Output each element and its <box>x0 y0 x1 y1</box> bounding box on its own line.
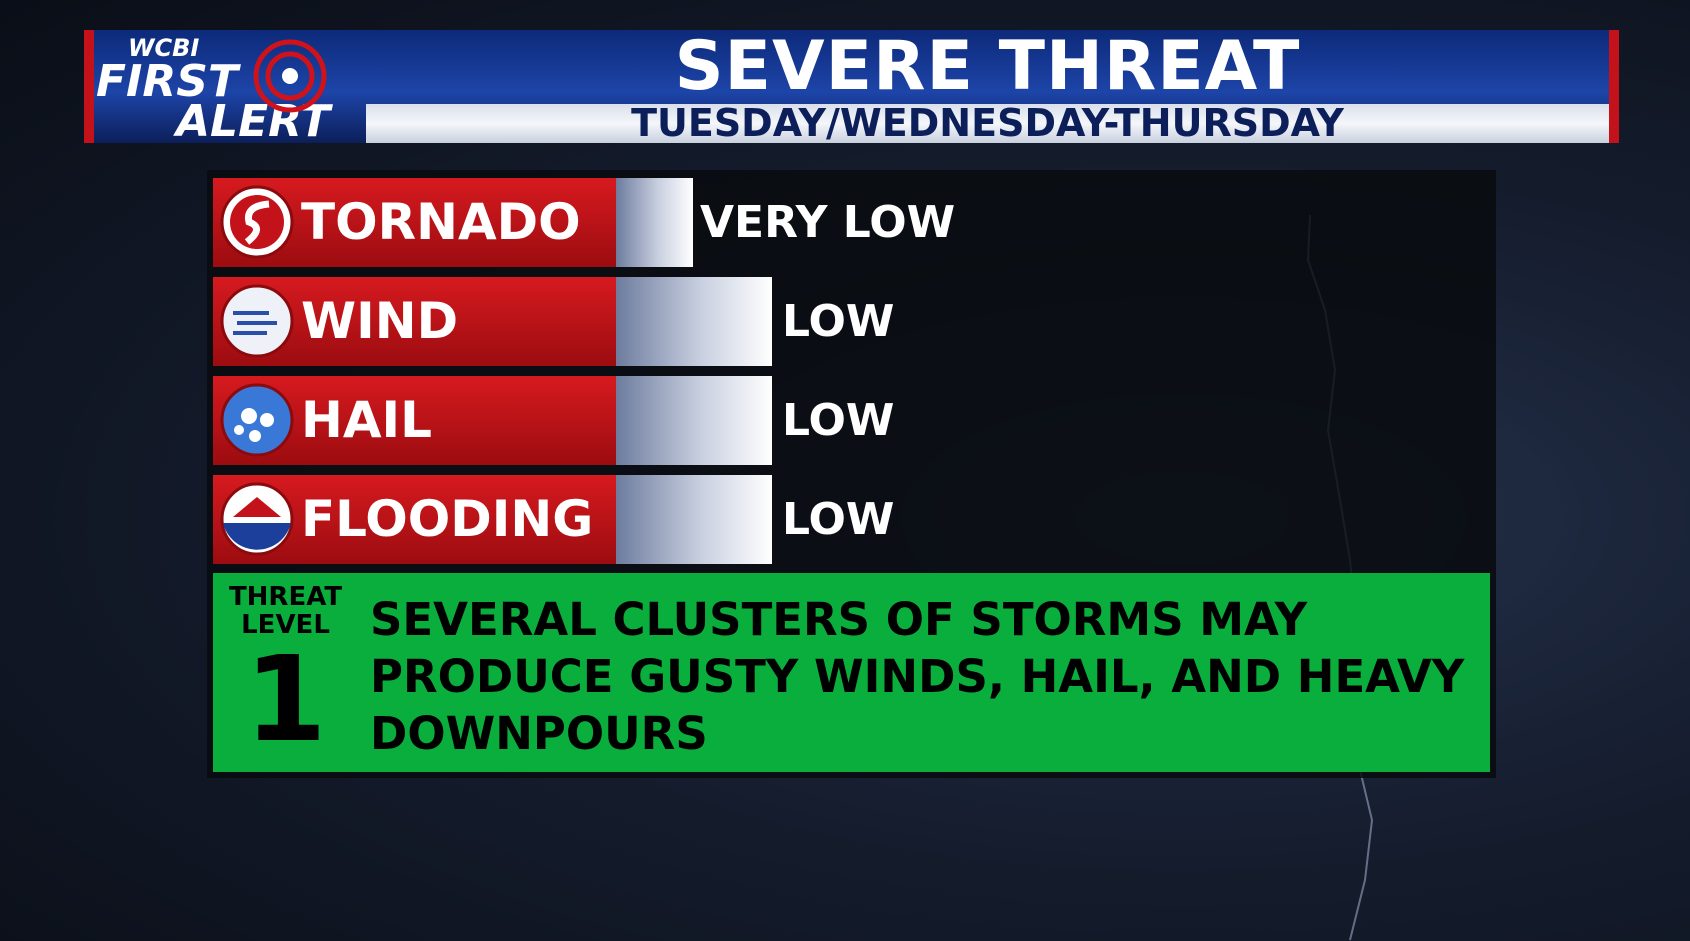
threat-label: FLOODING <box>301 490 594 548</box>
threat-level-box: THREAT LEVEL 1 SEVERAL CLUSTERS OF STORMS… <box>213 573 1490 772</box>
logo-radar <box>253 39 327 113</box>
flood-icon <box>220 482 294 556</box>
description-line: DOWNPOURS <box>370 707 708 760</box>
hail-icon <box>220 383 294 457</box>
threat-level-label-line: THREAT <box>228 582 343 612</box>
threat-level: LOW <box>782 494 895 545</box>
threat-level-label-line: LEVEL <box>241 610 330 640</box>
tornado-icon <box>220 185 294 259</box>
logo-station: WCBI <box>128 34 200 62</box>
threat-row: TORNADO VERY LOW <box>213 178 1483 267</box>
title: SEVERE THREAT <box>674 27 1301 106</box>
threat-level-label: THREAT LEVEL <box>213 583 358 639</box>
threat-row: HAIL LOW <box>213 376 1483 465</box>
wind-icon <box>220 284 294 358</box>
threat-label: TORNADO <box>301 193 581 251</box>
threat-bar <box>616 277 772 366</box>
threat-row: FLOODING LOW <box>213 475 1483 564</box>
threat-label: HAIL <box>301 391 433 449</box>
threat-level-number: 1 <box>244 630 327 768</box>
threat-row: WIND LOW <box>213 277 1483 366</box>
threat-description: SEVERAL CLUSTERS OF STORMS MAY PRODUCE G… <box>370 591 1464 762</box>
threat-bar <box>616 475 772 564</box>
threat-level: VERY LOW <box>700 197 956 248</box>
logo-first: FIRST <box>96 56 239 107</box>
threat-level: LOW <box>782 296 895 347</box>
threat-label: WIND <box>301 292 459 350</box>
subtitle-strip <box>366 104 1609 143</box>
subtitle: TUESDAY/WEDNESDAY-THURSDAY <box>631 101 1344 145</box>
threat-bar <box>616 178 693 267</box>
description-line: SEVERAL CLUSTERS OF STORMS MAY <box>370 593 1308 646</box>
threat-level: LOW <box>782 395 895 446</box>
description-line: PRODUCE GUSTY WINDS, HAIL, AND HEAVY <box>370 650 1465 703</box>
threat-bar <box>616 376 772 465</box>
